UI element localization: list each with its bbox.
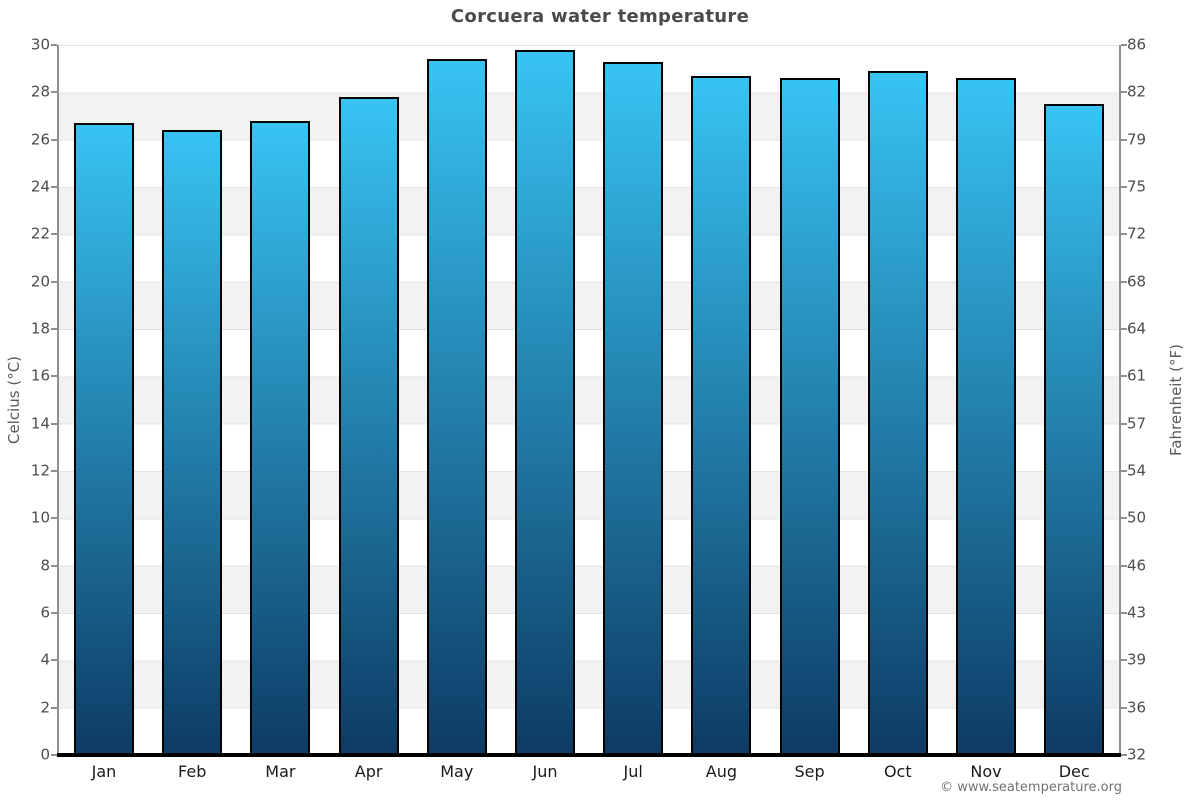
bar-jul	[603, 61, 664, 755]
bar-oct	[867, 71, 928, 755]
right-tickmark	[1121, 612, 1127, 614]
fahrenheit-tick-label-57: 57	[1127, 414, 1147, 433]
bar-may	[426, 59, 487, 755]
x-tick-label-dec: Dec	[1058, 762, 1090, 781]
celsius-tick-label-28: 28	[30, 82, 50, 101]
left-tickmark	[51, 517, 57, 520]
left-tickmark	[51, 754, 57, 756]
left-tickmark	[51, 706, 57, 709]
left-tickmark	[51, 564, 57, 567]
bar-dec	[1044, 104, 1105, 755]
fahrenheit-tick-label-36: 36	[1127, 698, 1147, 717]
bar-nov	[956, 78, 1016, 755]
celsius-tick-label-2: 2	[40, 698, 50, 717]
x-tick-label-may: May	[440, 762, 474, 781]
right-tickmark	[1121, 375, 1127, 378]
fahrenheit-tick-label-79: 79	[1127, 130, 1147, 149]
left-tickmark	[51, 233, 57, 236]
right-tickmark	[1121, 754, 1127, 756]
bar-jan	[74, 123, 134, 755]
fahrenheit-tick-label-82: 82	[1127, 82, 1147, 101]
fahrenheit-tick-label-54: 54	[1127, 461, 1147, 480]
right-tickmark	[1121, 280, 1127, 283]
left-tickmark	[51, 612, 57, 614]
fahrenheit-tick-label-32: 32	[1127, 745, 1147, 764]
celsius-tick-label-12: 12	[30, 461, 50, 480]
x-axis-baseline	[57, 753, 1121, 757]
celsius-tick-label-10: 10	[30, 508, 50, 527]
left-tickmark	[51, 328, 57, 330]
right-tickmark	[1121, 564, 1127, 567]
fahrenheit-tick-label-61: 61	[1127, 366, 1147, 385]
left-tickmark	[51, 186, 57, 188]
celsius-tick-label-30: 30	[30, 35, 50, 54]
right-tickmark	[1121, 44, 1127, 46]
left-tickmark	[51, 44, 57, 46]
celsius-tick-label-0: 0	[40, 745, 50, 764]
x-tick-label-feb: Feb	[178, 762, 207, 781]
celsius-tick-label-14: 14	[30, 414, 50, 433]
x-tick-label-jul: Jul	[623, 762, 643, 781]
left-tickmark	[51, 659, 57, 662]
bar-mar	[250, 120, 311, 755]
celsius-tick-label-4: 4	[40, 650, 50, 669]
x-tick-label-jan: Jan	[91, 762, 117, 781]
right-tickmark	[1121, 328, 1127, 330]
x-tick-label-nov: Nov	[970, 762, 1002, 781]
y-axis-title-fahrenheit: Fahrenheit (°F)	[1167, 344, 1185, 456]
right-tickmark	[1121, 706, 1127, 709]
right-tickmark	[1121, 186, 1127, 188]
left-tickmark	[51, 91, 57, 94]
right-tickmark	[1121, 138, 1127, 141]
left-tickmark	[51, 375, 57, 378]
copyright-text: © www.seatemperature.org	[940, 780, 1122, 795]
right-tickmark	[1121, 91, 1127, 94]
celsius-tick-label-26: 26	[30, 130, 50, 149]
bar-jun	[515, 49, 575, 755]
left-tickmark	[51, 138, 57, 141]
celsius-tick-label-6: 6	[40, 603, 50, 622]
plot-area	[57, 45, 1119, 755]
fahrenheit-tick-label-46: 46	[1127, 556, 1147, 575]
right-tickmark	[1121, 659, 1127, 662]
left-tickmark	[51, 280, 57, 283]
chart-title: Corcuera water temperature	[450, 6, 750, 27]
left-tickmark	[51, 422, 57, 425]
right-tickmark	[1121, 422, 1127, 425]
fahrenheit-tick-label-39: 39	[1127, 650, 1147, 669]
right-tickmark	[1121, 233, 1127, 236]
fahrenheit-tick-label-50: 50	[1127, 508, 1147, 527]
bar-aug	[691, 75, 752, 755]
celsius-tick-label-8: 8	[40, 556, 50, 575]
bar-sep	[779, 78, 840, 755]
fahrenheit-tick-label-43: 43	[1127, 603, 1147, 622]
x-tick-label-apr: Apr	[354, 762, 383, 781]
right-tickmark	[1121, 470, 1127, 472]
x-tick-label-sep: Sep	[794, 762, 825, 781]
bar-feb	[162, 130, 223, 755]
bar-apr	[338, 97, 399, 755]
fahrenheit-tick-label-68: 68	[1127, 272, 1147, 291]
x-tick-label-oct: Oct	[883, 762, 912, 781]
x-tick-label-jun: Jun	[532, 762, 558, 781]
celsius-tick-label-20: 20	[30, 272, 50, 291]
left-tickmark	[51, 470, 57, 472]
celsius-tick-label-16: 16	[30, 366, 50, 385]
celsius-tick-label-22: 22	[30, 224, 50, 243]
fahrenheit-tick-label-72: 72	[1127, 224, 1147, 243]
celsius-tick-label-24: 24	[30, 177, 50, 196]
right-tickmark	[1121, 517, 1127, 520]
y-axis-title-celsius: Celcius (°C)	[5, 355, 23, 445]
x-tick-label-mar: Mar	[265, 762, 296, 781]
fahrenheit-tick-label-64: 64	[1127, 319, 1147, 338]
fahrenheit-tick-label-86: 86	[1127, 35, 1147, 54]
y-axis-line-celsius	[57, 45, 59, 756]
x-tick-label-aug: Aug	[705, 762, 738, 781]
y-axis-line-fahrenheit	[1119, 45, 1121, 756]
celsius-tick-label-18: 18	[30, 319, 50, 338]
fahrenheit-tick-label-75: 75	[1127, 177, 1147, 196]
